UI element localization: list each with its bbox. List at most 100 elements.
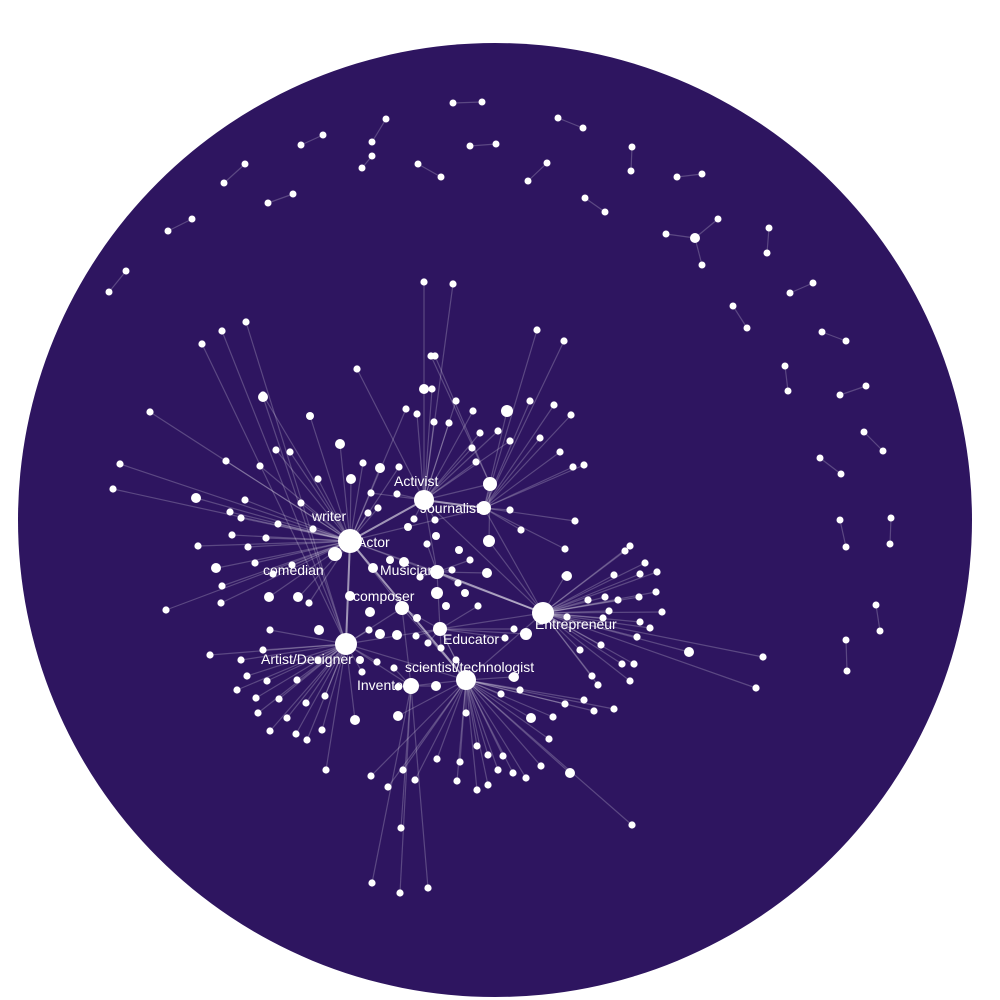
edge xyxy=(465,679,527,779)
node xyxy=(241,160,249,168)
edge xyxy=(401,607,441,630)
node xyxy=(545,735,553,743)
node xyxy=(305,599,313,607)
node xyxy=(358,164,366,172)
node xyxy=(345,591,355,601)
node xyxy=(743,324,751,332)
edge xyxy=(483,414,572,509)
node xyxy=(698,170,706,178)
node xyxy=(399,557,409,567)
edge xyxy=(416,413,425,501)
edge xyxy=(289,451,351,542)
edge xyxy=(269,643,347,732)
edge xyxy=(262,396,347,645)
node xyxy=(842,636,850,644)
node xyxy=(262,534,270,542)
edge xyxy=(436,571,544,614)
edge xyxy=(414,679,467,781)
edge xyxy=(732,305,748,329)
node xyxy=(303,736,311,744)
label-entrepreneur: Entrepreneur xyxy=(535,616,617,632)
node xyxy=(146,408,154,416)
edge xyxy=(339,443,351,542)
edge xyxy=(766,227,770,254)
edge xyxy=(839,519,847,548)
edge xyxy=(465,679,615,710)
hub-educator xyxy=(433,622,447,636)
node xyxy=(314,625,324,635)
node xyxy=(537,762,545,770)
node xyxy=(431,516,439,524)
edge xyxy=(423,483,491,501)
edge xyxy=(349,408,407,542)
node xyxy=(266,727,274,735)
node xyxy=(483,477,497,491)
node xyxy=(423,540,431,548)
node xyxy=(580,696,588,704)
node xyxy=(494,766,502,774)
node xyxy=(473,742,481,750)
node xyxy=(386,556,394,564)
node xyxy=(412,632,420,640)
edge xyxy=(245,321,347,645)
node xyxy=(499,752,507,760)
label-composer: composer xyxy=(353,588,415,604)
hub-artist-designer xyxy=(335,633,357,655)
node xyxy=(526,713,536,723)
edge xyxy=(423,422,450,501)
node xyxy=(636,618,644,626)
node xyxy=(297,141,305,149)
edge xyxy=(305,643,347,704)
node xyxy=(860,428,868,436)
edge xyxy=(542,612,635,665)
node xyxy=(442,602,450,610)
node xyxy=(237,514,245,522)
edge xyxy=(308,540,351,604)
edge xyxy=(819,457,842,475)
node xyxy=(584,596,592,604)
edge xyxy=(465,679,489,756)
node xyxy=(588,672,596,680)
node xyxy=(275,695,283,703)
edge xyxy=(247,540,351,548)
node xyxy=(318,726,326,734)
edge xyxy=(465,679,478,747)
node xyxy=(836,516,844,524)
node xyxy=(437,644,445,652)
edge xyxy=(349,466,400,542)
node xyxy=(289,190,297,198)
node xyxy=(597,641,605,649)
node xyxy=(646,624,654,632)
node xyxy=(162,606,170,614)
edge xyxy=(542,596,640,614)
edge xyxy=(286,643,347,719)
node xyxy=(872,601,880,609)
edge xyxy=(542,612,599,686)
node xyxy=(404,523,412,531)
edge xyxy=(439,628,527,635)
node xyxy=(627,167,635,175)
edge xyxy=(483,466,574,509)
node xyxy=(556,448,564,456)
edge xyxy=(221,330,347,645)
edge xyxy=(401,607,467,681)
node xyxy=(614,596,622,604)
edge xyxy=(236,643,347,691)
node xyxy=(359,459,367,467)
edge xyxy=(255,643,347,699)
node xyxy=(456,758,464,766)
edge xyxy=(349,462,364,542)
node xyxy=(484,751,492,759)
node xyxy=(256,462,264,470)
node xyxy=(335,439,345,449)
node xyxy=(375,629,385,639)
edge xyxy=(542,610,610,614)
node xyxy=(635,593,643,601)
node xyxy=(375,463,385,473)
edge xyxy=(542,612,593,677)
node xyxy=(228,531,236,539)
node xyxy=(449,99,457,107)
edge xyxy=(630,146,633,172)
edge xyxy=(165,540,351,611)
edge xyxy=(542,612,602,646)
